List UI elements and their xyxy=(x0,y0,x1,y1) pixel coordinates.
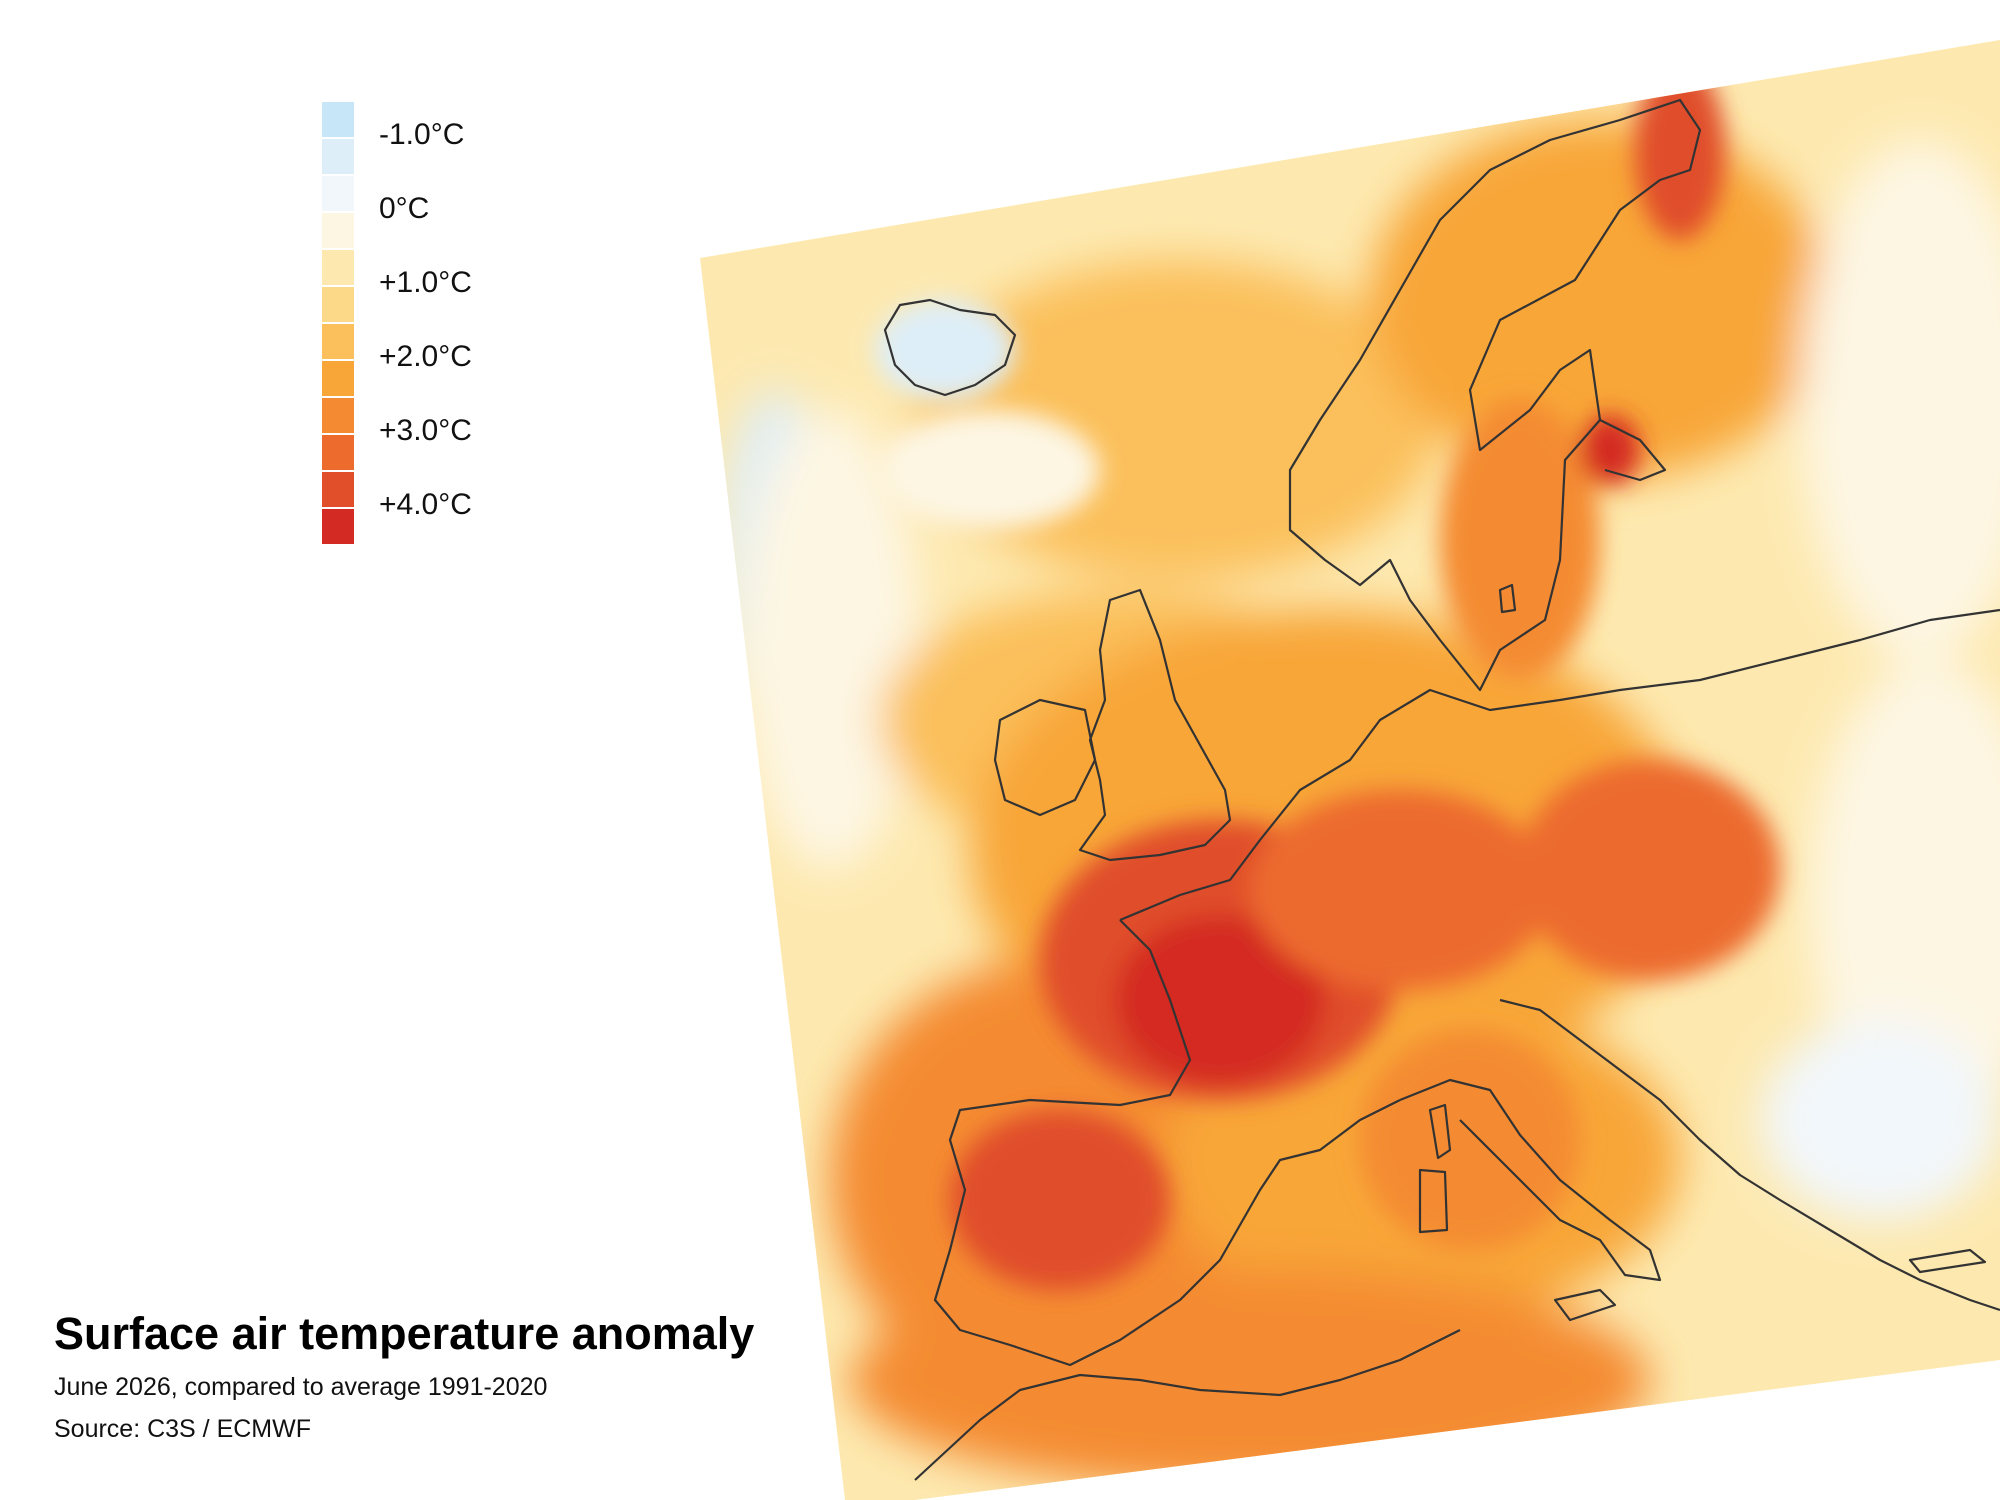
anomaly-field-hotspots xyxy=(875,60,1780,1290)
continental-europe-coastline xyxy=(1119,608,2000,922)
sardinia-coastline xyxy=(1418,1168,1449,1234)
spain-hotspot xyxy=(950,1110,1170,1290)
poland-warm xyxy=(1520,760,1780,980)
legend-swatch xyxy=(322,361,354,396)
adriatic-balkans-coastline xyxy=(1499,998,2000,1312)
eastern-europe-neutral xyxy=(1810,660,2000,1140)
legend-swatch xyxy=(322,176,354,211)
map-subtitle: June 2026, compared to average 1991-2020 xyxy=(54,1373,548,1401)
legend-swatch xyxy=(322,472,354,507)
crete-coastline xyxy=(1908,1248,1987,1274)
france-core-hotspot xyxy=(1115,915,1325,1085)
legend-swatch xyxy=(322,398,354,433)
color-legend: -1.0°C 0°C +1.0°C +2.0°C +3.0°C +4.0°C xyxy=(322,102,542,544)
balkans-cool xyxy=(1760,1020,2000,1220)
map-title: Surface air temperature anomaly xyxy=(54,1308,755,1359)
scandinavia-warm xyxy=(1370,120,1830,480)
lapland-hotspot xyxy=(1635,60,1725,240)
baltic-islands-coastline xyxy=(1498,583,1517,614)
iceland-coastline xyxy=(883,298,1017,397)
ireland-coastline xyxy=(993,698,1097,817)
baltic-warm xyxy=(1440,400,1600,680)
sicily-coastline xyxy=(1553,1288,1617,1322)
legend-label: -1.0°C xyxy=(379,118,465,151)
legend-swatch xyxy=(322,250,354,285)
corsica-coastline xyxy=(1428,1103,1452,1160)
legend-swatch xyxy=(322,102,354,137)
scandinavia-coastline xyxy=(1288,98,1702,692)
great-britain-coastline xyxy=(1078,588,1232,862)
atlantic-neutral-zone xyxy=(740,410,920,870)
north-africa-warm xyxy=(850,1270,1650,1490)
legend-swatch xyxy=(322,435,354,470)
legend-label: 0°C xyxy=(379,192,430,225)
legend-label: +3.0°C xyxy=(379,414,472,447)
russia-neutral xyxy=(1800,140,2000,660)
north-africa-coastline xyxy=(914,1329,1461,1481)
legend-label: +4.0°C xyxy=(379,488,472,521)
legend-label: +2.0°C xyxy=(379,340,472,373)
legend-swatch xyxy=(322,324,354,359)
italy-warm xyxy=(1360,1030,1580,1250)
legend-swatch xyxy=(322,287,354,322)
legend-label: +1.0°C xyxy=(379,266,472,299)
iceland-cool xyxy=(875,300,1015,400)
legend-swatch xyxy=(322,139,354,174)
germany-hotspot xyxy=(1250,790,1550,990)
greenland-sea-neutral xyxy=(880,410,1100,530)
italy-coastline xyxy=(1399,1078,1662,1282)
map-source: Source: C3S / ECMWF xyxy=(54,1415,311,1443)
legend-swatch xyxy=(322,509,354,544)
gulf-of-finland-coastline xyxy=(1599,419,1667,482)
coastlines xyxy=(883,98,2000,1481)
map-caption: Surface air temperature anomaly June 202… xyxy=(54,1308,854,1444)
france-iberia-coastline xyxy=(933,919,1401,1367)
legend-swatch xyxy=(322,213,354,248)
